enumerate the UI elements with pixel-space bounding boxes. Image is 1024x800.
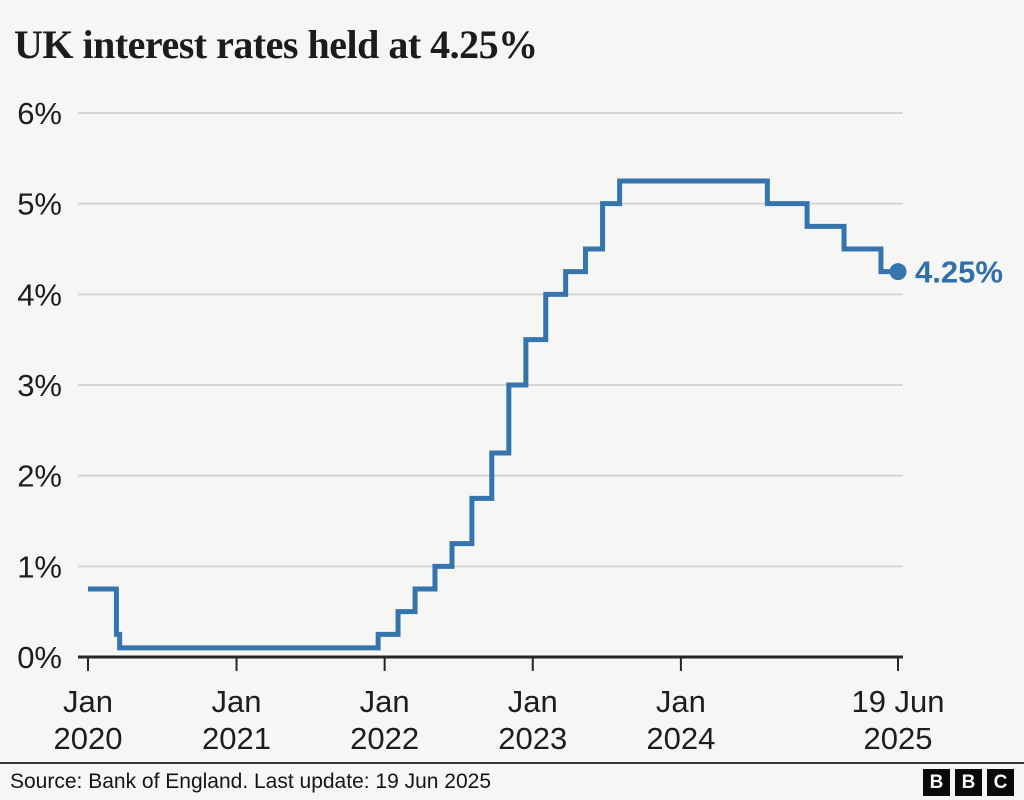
chart-footer: Source: Bank of England. Last update: 19… [0,762,1024,800]
y-axis-label: 4% [17,277,62,312]
bbc-logo: B B C [923,768,1014,796]
x-tick-label: Jan 2022 [350,684,419,756]
chart-title: UK interest rates held at 4.25% [14,22,538,67]
rate-step-line [88,178,898,651]
x-tick-label: 19 Jun 2025 [851,684,944,756]
x-tick-label: Jan 2020 [54,684,123,756]
end-point-dot [889,263,907,281]
y-axis-label: 1% [17,549,62,584]
source-caption: Source: Bank of England. Last update: 19… [10,770,492,793]
y-axis-label: 0% [17,640,62,675]
bbc-logo-block-c: C [987,768,1014,796]
y-axis-label: 5% [17,187,62,222]
end-value-label: 4.25% [915,255,1003,290]
y-axis-label: 6% [17,96,62,131]
x-tick-label: Jan 2023 [498,684,567,756]
interest-rate-step-chart: 6% 5% 4% 3% 2% 1% 0% Jan 2020 Jan 2021 Jan 2022 Jan 20… [17,96,1003,756]
bbc-logo-block-b2: B [955,768,982,796]
x-tick-label: Jan 2021 [202,684,271,756]
y-axis-label: 2% [17,459,62,494]
bbc-logo-block-b1: B [923,768,950,796]
x-tick-label: Jan 2024 [646,684,715,756]
y-axis-label: 3% [17,368,62,403]
